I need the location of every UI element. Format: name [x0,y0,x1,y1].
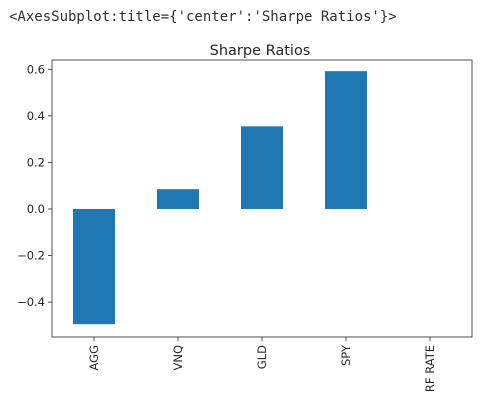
bar-agg [73,208,115,325]
bar-spy [325,71,367,209]
bars-group [73,71,367,325]
y-tick-label: −0.2 [17,249,45,263]
x-axis: AGG VNQ GLD SPY RF RATE [87,337,437,392]
chart-title: Sharpe Ratios [210,43,311,59]
y-tick-label: 0.2 [27,155,45,169]
y-tick-label: 0.0 [27,202,45,216]
x-tick-label: AGG [87,345,101,371]
plot-frame [51,59,473,338]
x-tick-label: VNQ [171,345,185,371]
y-tick-label: 0.6 [27,62,45,76]
bar-vnq [157,189,199,209]
x-tick-label: RF RATE [423,345,437,392]
bar-gld [241,126,283,209]
y-tick-label: 0.4 [27,109,45,123]
x-tick-label: SPY [339,344,353,366]
cell-output-repr: <AxesSubplot:title={'center':'Sharpe Rat… [9,9,397,25]
y-tick-label: −0.4 [17,295,45,309]
x-tick-label: GLD [255,345,269,369]
y-axis: 0.6 0.4 0.2 0.0 −0.2 −0.4 [17,62,52,309]
